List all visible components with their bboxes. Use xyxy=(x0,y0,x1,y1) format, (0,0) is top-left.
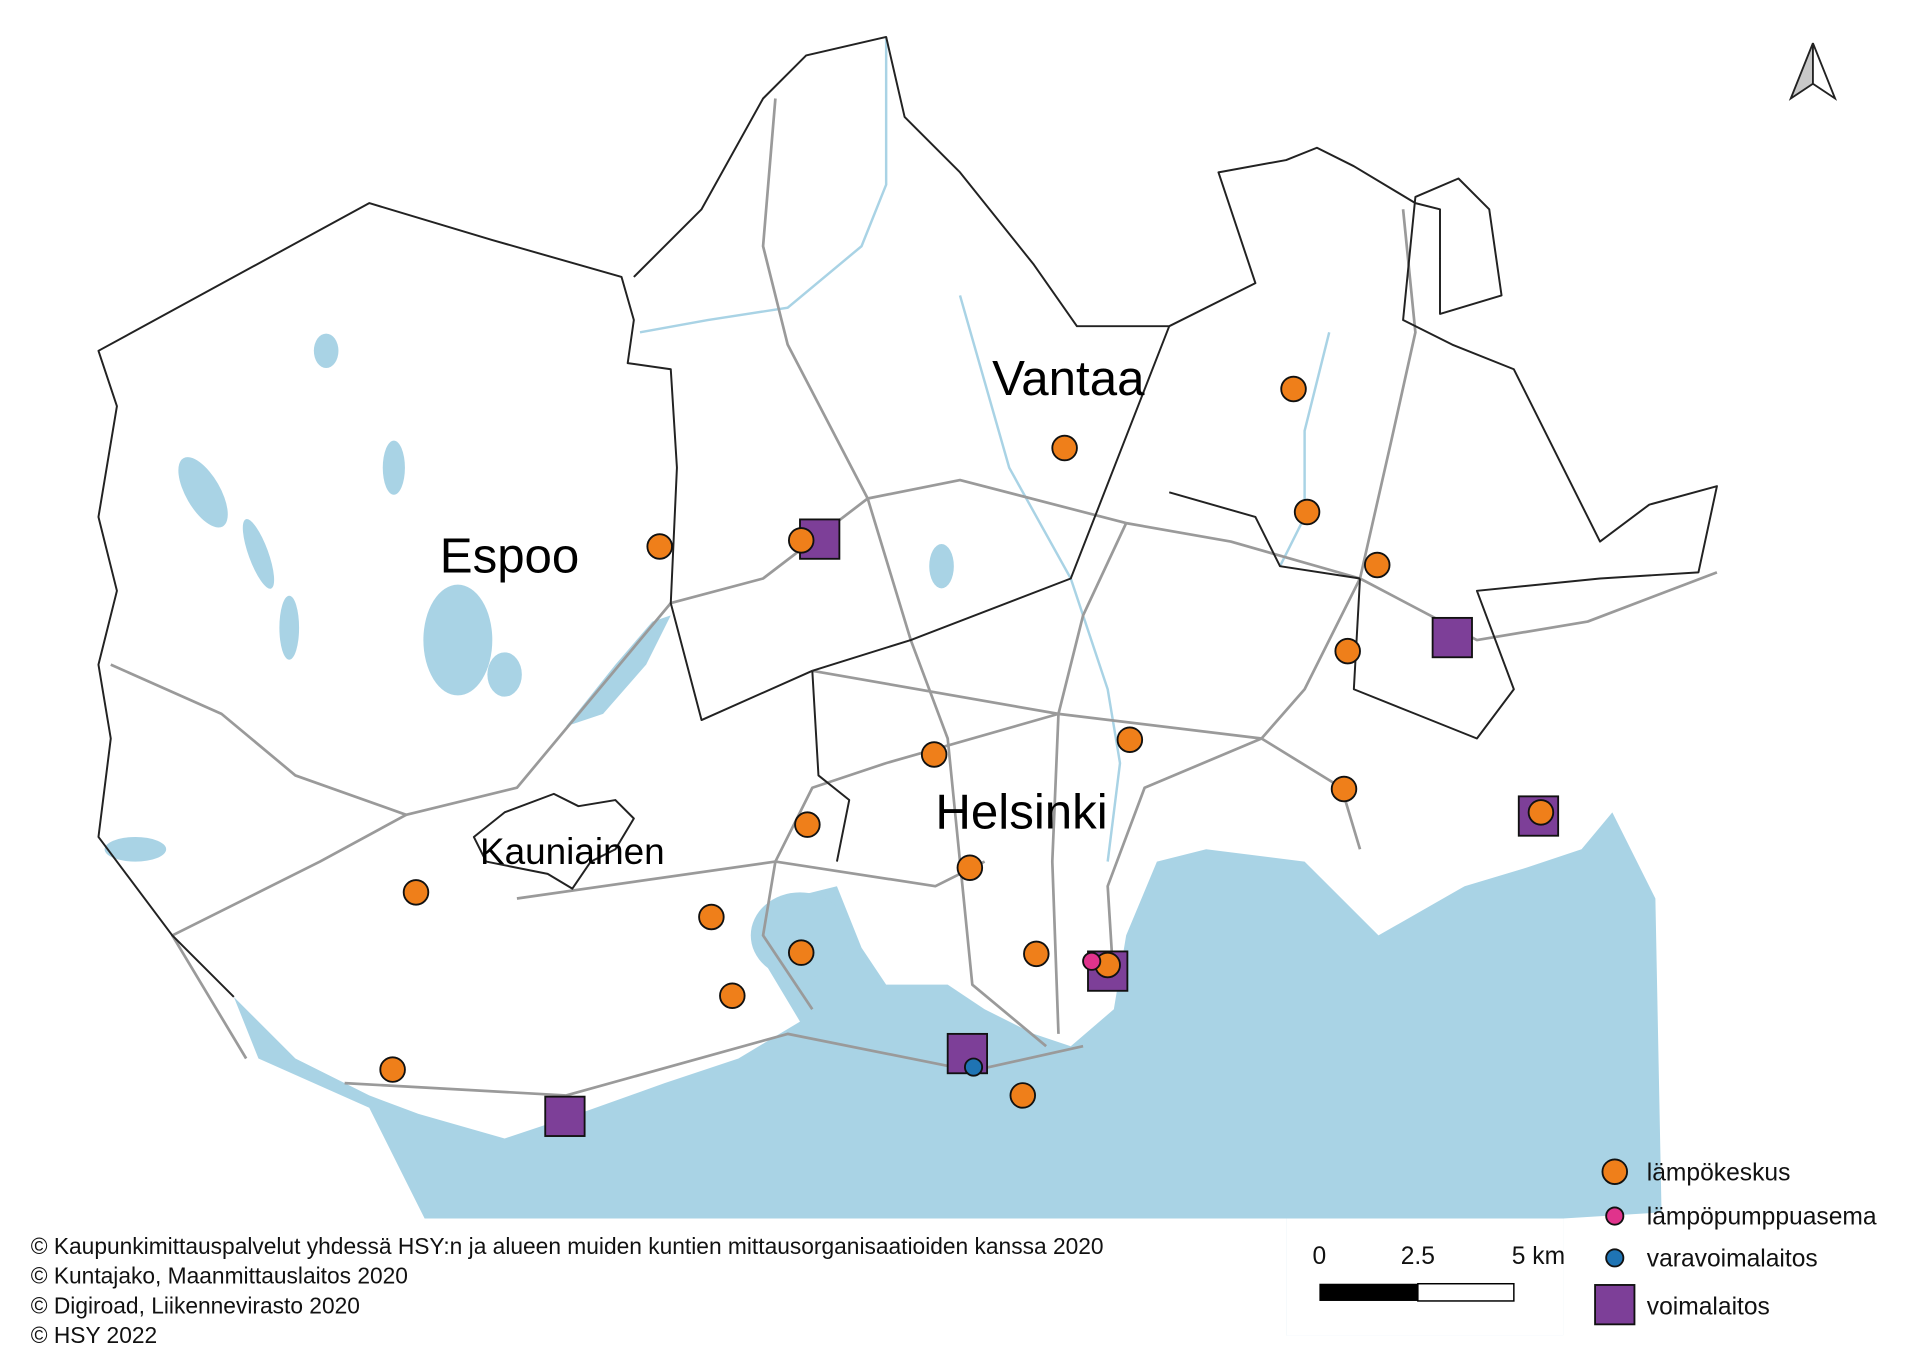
place-label: Helsinki xyxy=(935,784,1107,839)
scale-label: 0 xyxy=(1313,1243,1327,1270)
heating-plant xyxy=(1334,637,1361,665)
heating-plant xyxy=(1364,551,1391,579)
markers xyxy=(379,375,1560,1137)
credit: © Digiroad, Liikennevirasto 2020 xyxy=(31,1292,360,1318)
scale-label: 2.5 xyxy=(1401,1243,1435,1270)
place-label: Vantaa xyxy=(992,351,1145,406)
heating-plant xyxy=(698,903,725,931)
credit: © Kuntajako, Maanmittauslaitos 2020 xyxy=(31,1263,408,1289)
place-label: Espoo xyxy=(440,528,580,583)
heating-plant xyxy=(920,741,948,768)
heating-plant xyxy=(1293,498,1321,526)
heating-plant xyxy=(788,939,815,966)
power-plant xyxy=(1431,616,1473,659)
heating-plant xyxy=(379,1056,406,1083)
heating-plant xyxy=(1023,940,1050,968)
legend-label: lämpöpumppuasema xyxy=(1647,1204,1877,1231)
heating-plant xyxy=(719,982,746,1009)
heating-plant xyxy=(402,879,430,906)
heating-plant xyxy=(1330,775,1358,803)
credit: © HSY 2022 xyxy=(31,1322,157,1348)
heating-plant xyxy=(794,811,821,838)
heating-plant xyxy=(1051,434,1078,462)
legend-label: varavoimalaitos xyxy=(1647,1245,1818,1272)
heating-plant xyxy=(956,854,984,881)
heating-plant xyxy=(1116,726,1144,753)
heating-plant xyxy=(1009,1082,1036,1109)
scale-bar: 0 2.5 5 km xyxy=(1286,1218,1565,1336)
heating-plant xyxy=(1280,375,1307,403)
heating-plant xyxy=(646,533,673,560)
heat-pump-station xyxy=(1082,951,1102,971)
legend: lämpökeskus lämpöpumppuasema varavoimala… xyxy=(1594,1158,1877,1326)
place-label: Kauniainen xyxy=(480,831,665,872)
heating-plant xyxy=(788,527,815,554)
municipal-borders xyxy=(97,35,1718,998)
scale-label: 5 km xyxy=(1512,1243,1565,1270)
legend-label: lämpökeskus xyxy=(1647,1159,1791,1186)
reserve-power-plant xyxy=(964,1057,984,1077)
credit: © Kaupunkimittauspalvelut yhdessä HSY:n … xyxy=(31,1233,1104,1259)
power-plant xyxy=(544,1095,586,1137)
lakes xyxy=(104,333,954,979)
north-arrow xyxy=(1788,42,1838,101)
legend-label: voimalaitos xyxy=(1647,1293,1770,1320)
heating-plant xyxy=(1527,799,1555,826)
rivers xyxy=(639,36,1331,862)
